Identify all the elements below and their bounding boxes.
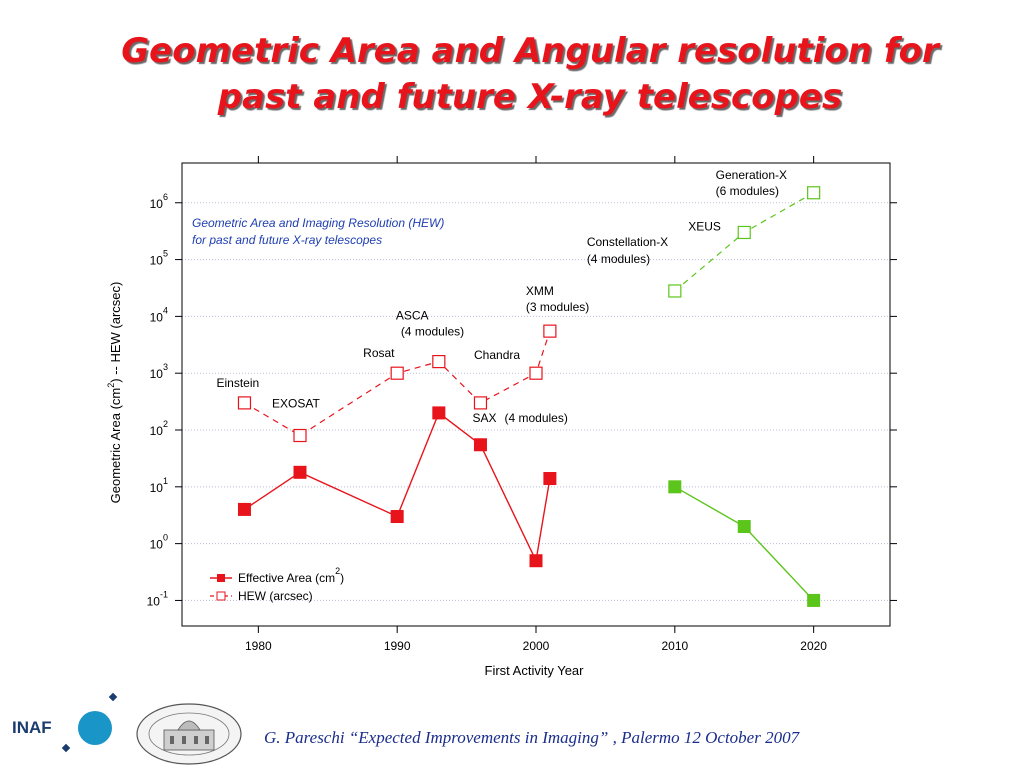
hew-line <box>674 192 814 292</box>
hew-point <box>473 396 488 410</box>
hew-point <box>390 366 404 380</box>
inaf-logo: INAF <box>8 692 128 767</box>
telescope-label: (6 modules) <box>716 184 779 198</box>
hew-point <box>737 225 751 240</box>
legend-marker-effective-area <box>217 574 225 582</box>
hew-point <box>529 366 543 380</box>
effective-area-point <box>807 593 821 607</box>
effective-area-point <box>293 465 307 479</box>
effective-area-point <box>237 502 251 516</box>
x-tick-label: 1990 <box>384 639 411 653</box>
y-tick-label: 104 <box>150 305 168 324</box>
hew-point <box>432 355 446 369</box>
y-axis-label: Geometric Area (cm2) -- HEW (arcsec) <box>106 282 123 504</box>
y-tick-label: 106 <box>150 192 168 211</box>
chart-subtitle-line2: for past and future X-ray telescopes <box>192 233 382 247</box>
y-tick-label: 102 <box>150 419 168 438</box>
telescope-label: Constellation-X <box>587 235 668 249</box>
hew-point <box>237 396 252 410</box>
slide-title-line2: past and future X-ray telescopes <box>217 77 843 117</box>
telescope-label: XMM <box>526 284 554 298</box>
observatory-seal <box>134 702 244 771</box>
inaf-logo-diamond-top <box>108 692 118 702</box>
telescope-label: (4 modules) <box>504 411 567 425</box>
telescope-label: Rosat <box>363 346 395 360</box>
telescope-label: XEUS <box>688 219 721 233</box>
chart-subtitle-line1: Geometric Area and Imaging Resolution (H… <box>192 216 444 230</box>
x-tick-label: 2010 <box>661 639 688 653</box>
legend-marker-hew <box>216 591 226 601</box>
telescope-label: (4 modules) <box>401 325 464 339</box>
telescope-label: (3 modules) <box>526 300 589 314</box>
hew-point <box>668 284 682 298</box>
slide-title-line1: Geometric Area and Angular resolution fo… <box>121 31 939 71</box>
telescope-label: EXOSAT <box>272 397 320 411</box>
telescope-label: ASCA <box>396 309 429 323</box>
effective-area-point <box>473 438 487 452</box>
y-tick-label: 10-1 <box>147 589 168 608</box>
y-tick-label: 100 <box>150 533 168 552</box>
telescope-label: (4 modules) <box>587 252 650 266</box>
hew-point <box>293 428 307 443</box>
footer-citation: G. Pareschi “Expected Improvements in Im… <box>264 728 800 747</box>
y-tick-label: 103 <box>150 362 168 381</box>
effective-area-point <box>737 520 751 534</box>
x-tick-label: 2000 <box>523 639 550 653</box>
y-tick-label: 101 <box>150 476 168 495</box>
x-tick-label: 1980 <box>245 639 272 653</box>
hew-point <box>807 186 821 200</box>
x-axis-label: First Activity Year <box>485 663 585 678</box>
effective-area-point <box>668 480 682 494</box>
legend-label-hew: HEW (arcsec) <box>238 589 313 603</box>
effective-area-point <box>390 510 404 524</box>
telescope-label: Chandra <box>474 348 520 362</box>
effective-area-point <box>529 554 543 568</box>
effective-area-point <box>543 472 557 486</box>
slide-title: Geometric Area and Angular resolution fo… <box>60 28 1000 120</box>
telescope-label: SAX <box>472 411 496 425</box>
inaf-logo-text: INAF <box>12 718 52 737</box>
y-tick-label: 105 <box>150 249 168 268</box>
hew-point <box>543 324 557 338</box>
legend-label-effective-area: Effective Area (cm2) <box>238 566 344 585</box>
x-tick-label: 2020 <box>800 639 827 653</box>
inaf-logo-circle <box>78 711 112 745</box>
telescope-label: Einstein <box>216 376 259 390</box>
inaf-logo-diamond-bottom <box>61 743 71 753</box>
effective-area-point <box>432 406 446 420</box>
telescope-label: Generation-X <box>716 168 787 182</box>
